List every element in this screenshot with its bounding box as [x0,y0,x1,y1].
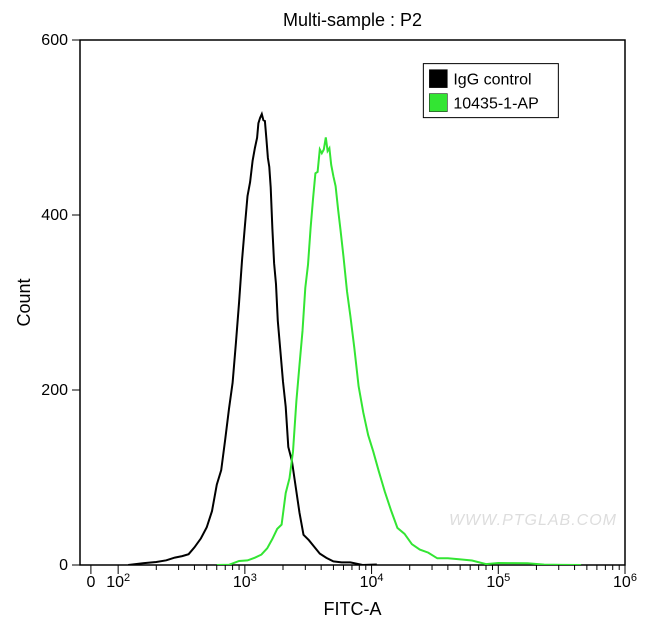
x-tick-label: 102 [106,572,130,591]
y-tick-label: 0 [59,557,68,574]
y-axis-title: Count [14,278,34,326]
x-tick-label: 105 [486,572,510,591]
x-tick-label: 103 [233,572,257,591]
legend-label-0: IgG control [453,72,531,89]
series-0 [128,114,377,565]
x-tick-label: 0 [86,574,95,591]
x-tick-label: 106 [613,572,637,591]
watermark: WWW.PTGLAB.COM [449,512,617,529]
x-axis-title: FITC-A [324,599,382,619]
y-tick-label: 400 [41,207,68,224]
legend-swatch-1 [429,94,447,112]
chart-svg: 0 200 400 600 0 102 103 104 105 106 FITC-A Count Mul… [0,0,650,637]
y-tick-label: 200 [41,382,68,399]
flow-cytometry-histogram: 0 200 400 600 0 102 103 104 105 106 FITC-A Count Mul… [0,0,650,637]
x-tick-label: 104 [360,572,384,591]
y-tick-label: 600 [41,32,68,49]
legend-swatch-0 [429,70,447,88]
chart-title: Multi-sample : P2 [283,10,422,30]
legend-label-1: 10435-1-AP [453,96,538,113]
plot-frame [80,40,625,565]
